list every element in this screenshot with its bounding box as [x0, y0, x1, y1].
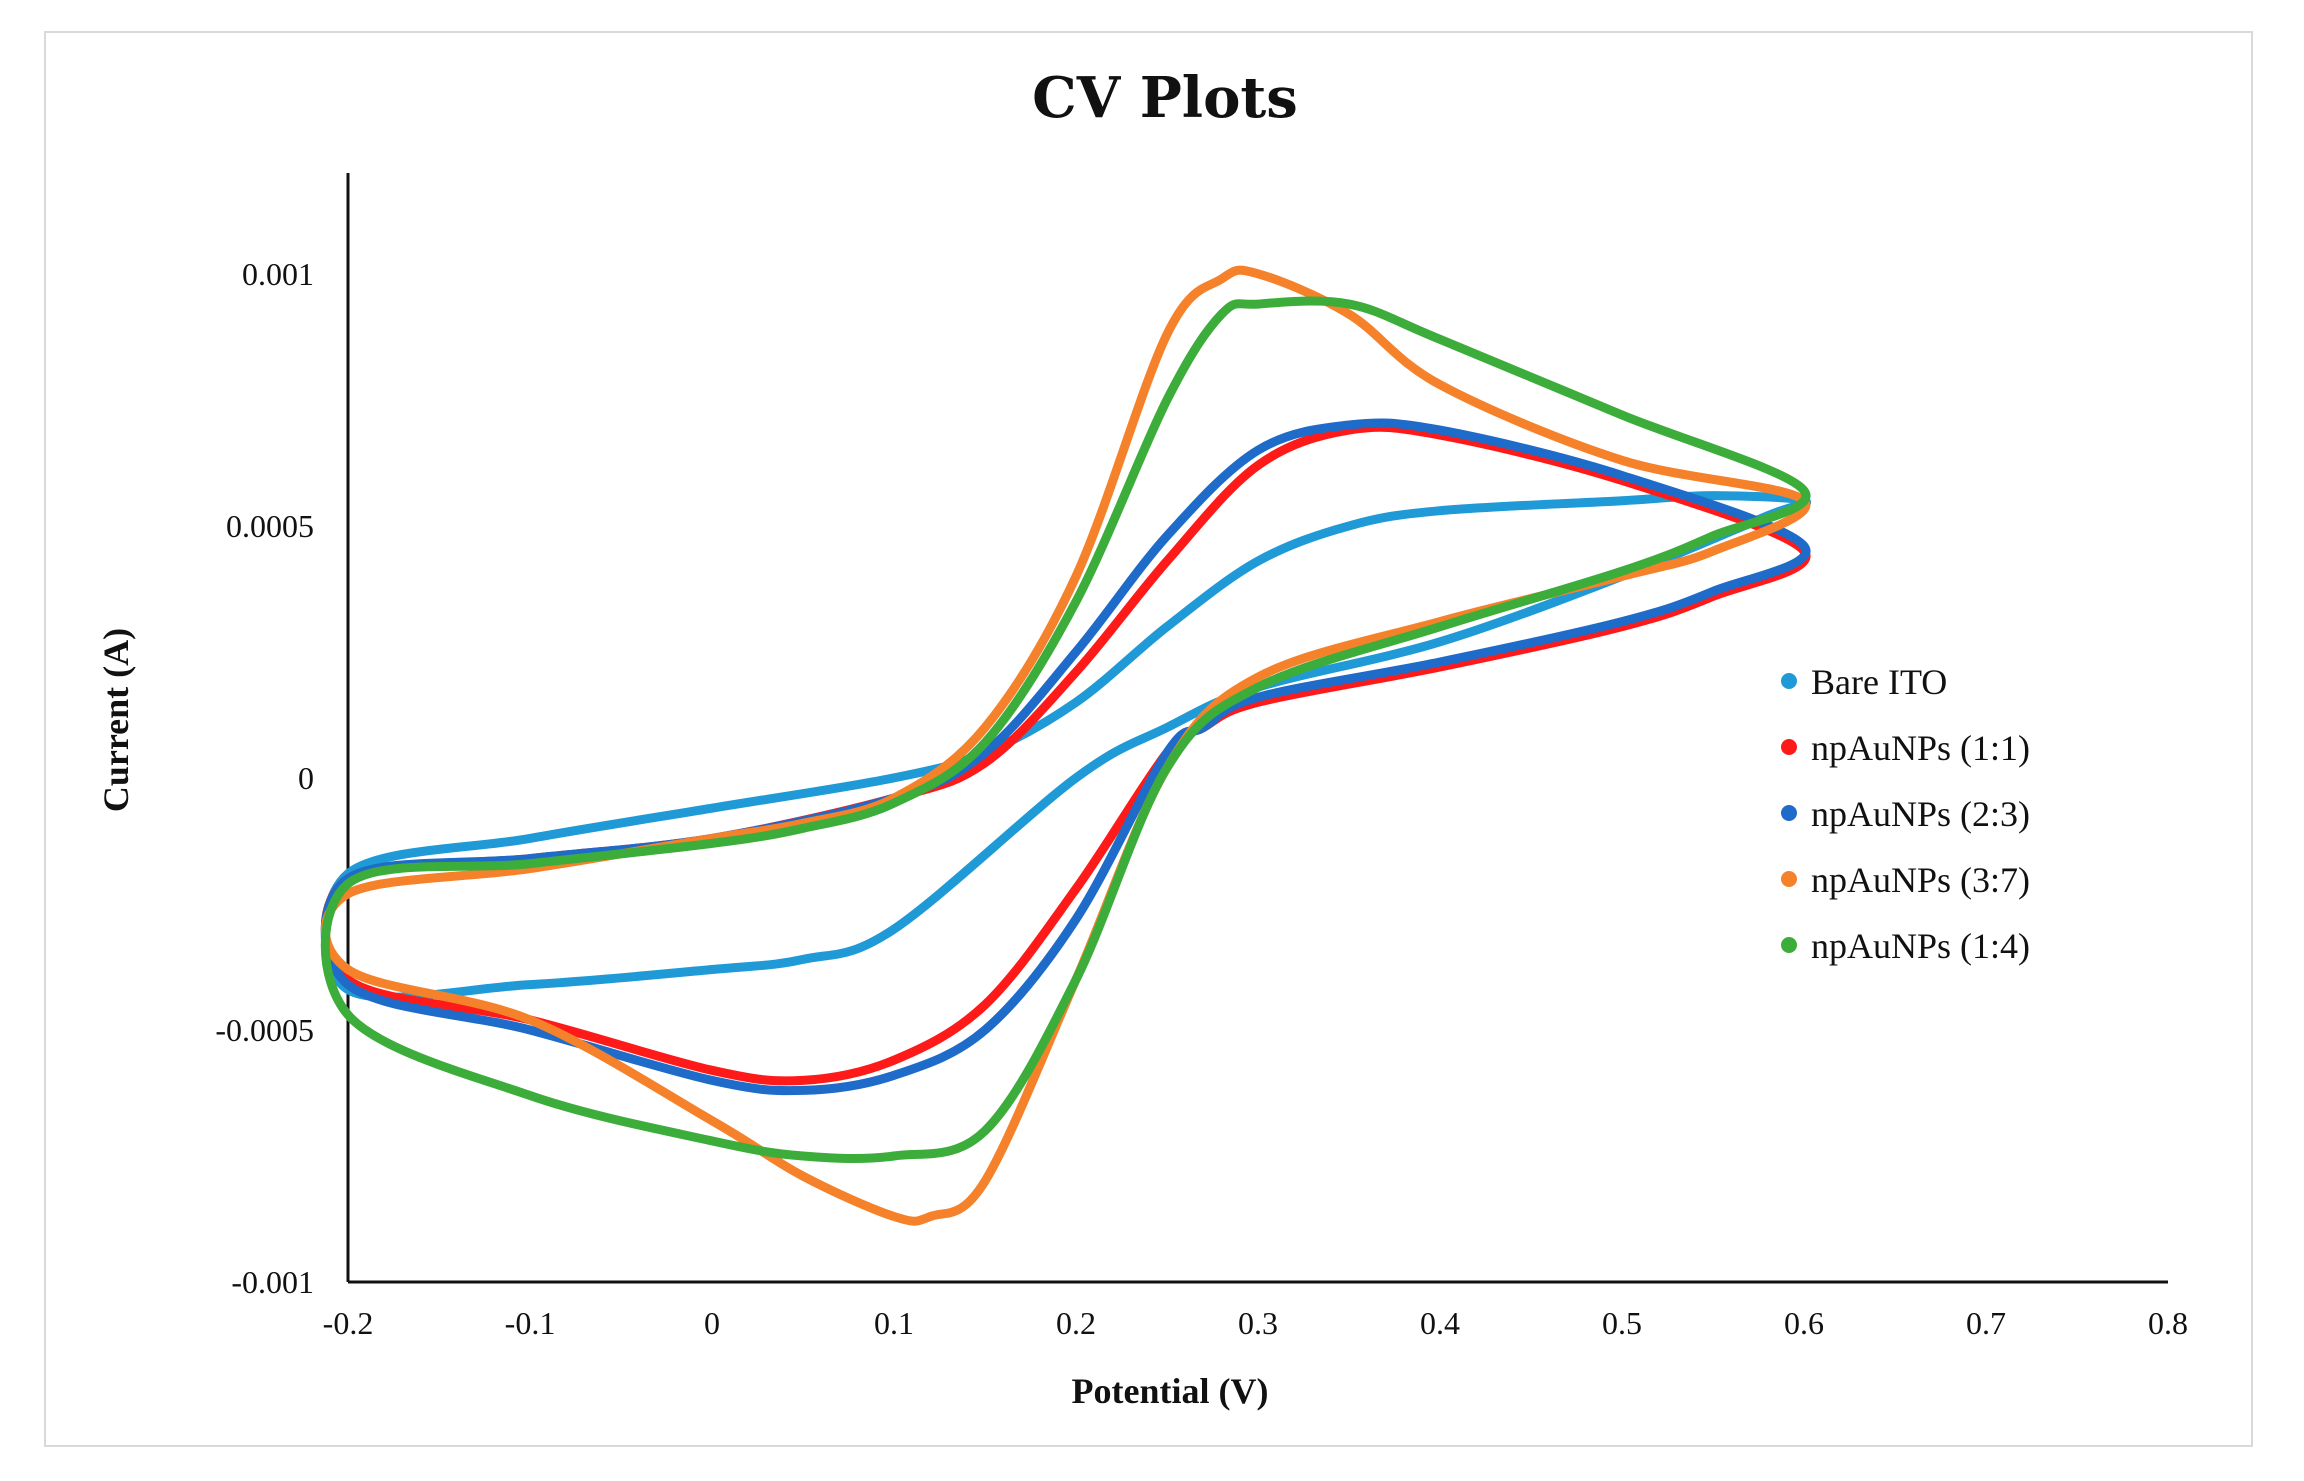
x-tick-label: 0.1 [874, 1305, 914, 1341]
x-tick-label: 0.2 [1056, 1305, 1096, 1341]
series-line-3 [320, 418, 1811, 1096]
chart-title: CV Plots [1032, 65, 1298, 131]
x-tick-label: 0.6 [1784, 1305, 1824, 1341]
legend-label: npAuNPs (1:1) [1811, 728, 2030, 768]
x-axis-label: Potential (V) [1072, 1371, 1269, 1411]
series-line-4 [320, 265, 1811, 1226]
x-tick-label: 0.7 [1966, 1305, 2006, 1341]
legend-marker [1781, 673, 1797, 689]
legend: Bare ITO npAuNPs (1:1) npAuNPs (2:3) npAuNP… [1781, 662, 2030, 966]
series-line-1 [320, 491, 1811, 1002]
legend-label: Bare ITO [1811, 662, 1947, 702]
series-layer [320, 265, 1811, 1226]
legend-marker [1781, 739, 1797, 755]
x-tick-label: -0.1 [505, 1305, 556, 1341]
y-axis-label: Current (A) [96, 628, 136, 812]
y-tick-labels: -0.001 -0.0005 0 0.0005 0.001 [215, 256, 314, 1300]
legend-label: npAuNPs (2:3) [1811, 794, 2030, 834]
x-tick-label: -0.2 [323, 1305, 374, 1341]
x-tick-label: 0.5 [1602, 1305, 1642, 1341]
y-tick-label: 0.001 [242, 256, 314, 292]
legend-marker [1781, 871, 1797, 887]
x-tick-label: 0.8 [2148, 1305, 2188, 1341]
legend-marker [1781, 937, 1797, 953]
legend-marker [1781, 805, 1797, 821]
axes [346, 173, 2168, 1284]
series-line-5 [320, 296, 1811, 1164]
y-tick-label: -0.0005 [215, 1012, 314, 1048]
x-tick-labels: -0.2 -0.1 0 0.1 0.2 0.3 0.4 0.5 0.6 0.7 0.8 [323, 1305, 2188, 1341]
series-line-2 [320, 422, 1811, 1086]
legend-label: npAuNPs (3:7) [1811, 860, 2030, 900]
y-tick-label: -0.001 [231, 1264, 314, 1300]
x-tick-label: 0.3 [1238, 1305, 1278, 1341]
y-tick-label: 0 [298, 760, 314, 796]
x-tick-label: 0 [704, 1305, 720, 1341]
y-tick-label: 0.0005 [226, 508, 314, 544]
legend-label: npAuNPs (1:4) [1811, 926, 2030, 966]
x-tick-label: 0.4 [1420, 1305, 1460, 1341]
